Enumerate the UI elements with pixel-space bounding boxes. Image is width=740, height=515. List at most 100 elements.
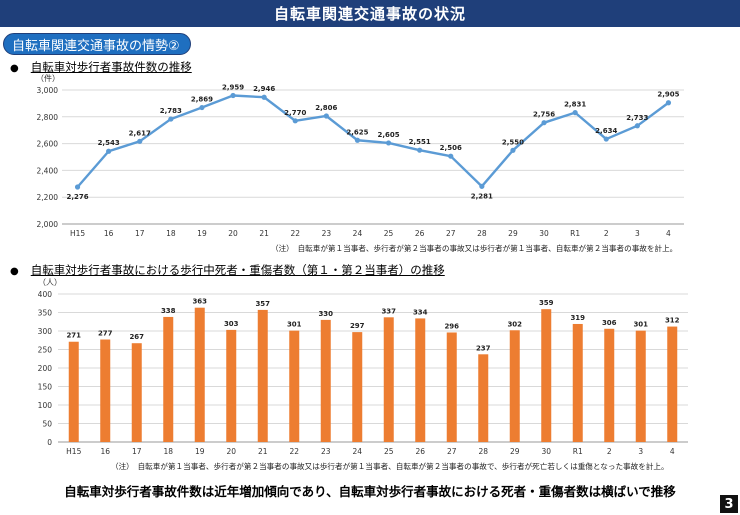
bar: [604, 328, 615, 442]
x-tick-label: 30: [539, 229, 549, 238]
bar: [320, 319, 331, 442]
data-label: 271: [66, 332, 81, 340]
data-label: 337: [381, 307, 396, 315]
x-tick-label: 22: [290, 229, 300, 238]
data-label: 2,634: [595, 127, 617, 135]
x-tick-label: 19: [197, 229, 207, 238]
bar: [478, 354, 489, 442]
bar: [131, 343, 142, 442]
bar: [572, 323, 583, 442]
x-tick-label: 18: [166, 229, 176, 238]
bar: [635, 330, 646, 442]
data-point: [261, 94, 267, 100]
x-tick-label: 30: [541, 447, 551, 456]
y-tick-label: 50: [42, 420, 52, 429]
line-chart-heading: ● 自転車対歩行者事故件数の推移: [10, 60, 192, 74]
x-tick-label: 28: [478, 447, 488, 456]
data-label: 2,543: [98, 139, 120, 147]
bullet-icon: ●: [10, 63, 19, 74]
x-tick-label: 4: [670, 447, 675, 456]
x-tick-label: 23: [322, 229, 332, 238]
x-tick-label: 16: [100, 447, 110, 456]
line-chart-unit: （件）: [36, 74, 60, 83]
data-label: 2,733: [626, 114, 648, 122]
data-label: 2,617: [129, 129, 151, 137]
data-label: 2,770: [284, 109, 306, 117]
bar: [446, 332, 457, 442]
x-tick-label: R1: [570, 229, 580, 238]
bar: [383, 317, 394, 442]
x-tick-label: 16: [104, 229, 114, 238]
data-label: 303: [224, 320, 239, 328]
x-tick-label: 27: [446, 229, 456, 238]
data-label: 363: [192, 298, 207, 306]
data-label: 302: [507, 320, 522, 328]
data-point: [323, 113, 329, 119]
data-label: 2,946: [253, 85, 275, 93]
data-point: [354, 137, 361, 143]
y-tick-label: 2,800: [37, 113, 59, 122]
x-tick-label: 27: [447, 447, 457, 456]
data-label: 319: [570, 314, 585, 322]
data-label: 359: [539, 299, 554, 307]
x-tick-label: R1: [573, 447, 583, 456]
x-tick-label: 20: [226, 447, 236, 456]
data-label: 2,831: [564, 101, 586, 109]
bar: [100, 339, 111, 442]
bar: [415, 318, 426, 442]
bar: [257, 309, 268, 442]
data-label: 2,276: [66, 193, 88, 201]
x-tick-label: 24: [352, 447, 362, 456]
y-tick-label: 2,600: [37, 140, 59, 149]
y-tick-label: 100: [38, 401, 53, 410]
series-line: [76, 94, 670, 188]
data-point: [74, 184, 81, 190]
bar: [163, 316, 174, 442]
page-header: 自転車関連交通事故の状況: [0, 0, 740, 27]
data-point: [665, 100, 672, 106]
y-tick-label: 250: [38, 346, 53, 355]
y-tick-label: 400: [38, 290, 53, 299]
x-tick-label: H15: [70, 229, 85, 238]
conclusion-text: 自転車対歩行者事故件数は近年増加傾向であり、自転車対歩行者事故における死者・重傷…: [64, 484, 676, 499]
bar: [226, 329, 237, 442]
bar: [289, 330, 300, 442]
section-tag: 自転車関連交通事故の情勢②: [3, 33, 191, 55]
data-label: 2,551: [409, 138, 431, 146]
data-point: [168, 116, 174, 122]
data-point: [385, 140, 392, 146]
bar-chart-heading: ● 自転車対歩行者事故における歩行中死者・重傷者数（第１・第２当事者）の推移: [10, 263, 445, 277]
x-tick-label: 28: [477, 229, 487, 238]
x-tick-label: 17: [135, 229, 145, 238]
data-point: [541, 120, 547, 126]
x-tick-label: 19: [195, 447, 205, 456]
data-label: 297: [350, 322, 365, 330]
data-label: 338: [161, 307, 176, 315]
data-label: 334: [413, 308, 428, 316]
data-label: 296: [444, 322, 459, 330]
data-label: 312: [665, 317, 680, 325]
data-label: 2,905: [657, 91, 679, 99]
x-tick-label: 29: [510, 447, 520, 456]
data-label: 237: [476, 344, 491, 352]
y-tick-label: 3,000: [37, 86, 59, 95]
section-label: 自転車関連交通事故の情勢②: [12, 38, 180, 54]
data-label: 2,869: [191, 96, 213, 104]
bar: [541, 309, 552, 442]
data-label: 267: [129, 333, 144, 341]
data-point: [634, 123, 640, 129]
x-tick-label: 29: [508, 229, 518, 238]
y-tick-label: 300: [38, 327, 53, 336]
x-tick-label: 22: [289, 447, 299, 456]
x-tick-label: 2: [607, 447, 612, 456]
bar: [68, 341, 79, 442]
data-point: [603, 136, 609, 142]
data-label: 2,506: [440, 144, 462, 152]
x-tick-label: 25: [384, 447, 394, 456]
data-label: 301: [287, 321, 302, 329]
data-label: 2,756: [533, 111, 555, 119]
x-tick-label: 26: [415, 229, 425, 238]
x-tick-label: 2: [604, 229, 609, 238]
x-tick-label: 25: [384, 229, 394, 238]
data-label: 330: [318, 310, 333, 318]
